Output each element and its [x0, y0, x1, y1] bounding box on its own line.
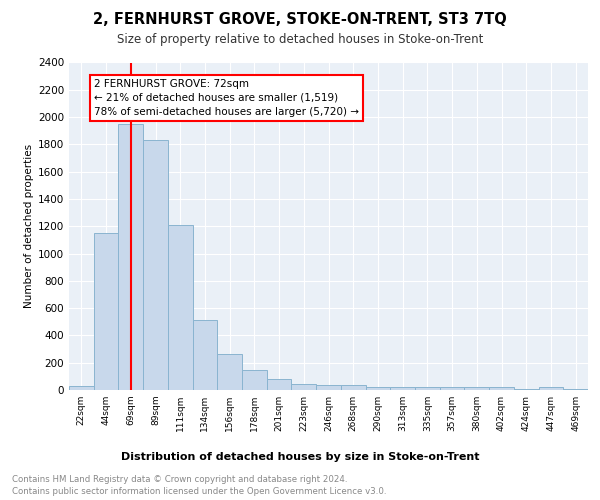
Bar [365, 388, 390, 390]
Text: Contains public sector information licensed under the Open Government Licence v3: Contains public sector information licen… [12, 488, 386, 496]
Text: Distribution of detached houses by size in Stoke-on-Trent: Distribution of detached houses by size … [121, 452, 479, 462]
Text: 2 FERNHURST GROVE: 72sqm
← 21% of detached houses are smaller (1,519)
78% of sem: 2 FERNHURST GROVE: 72sqm ← 21% of detach… [94, 79, 359, 117]
Bar [217, 354, 242, 390]
Bar [415, 388, 440, 390]
Bar [69, 386, 94, 390]
Bar [94, 233, 118, 390]
Bar [539, 388, 563, 390]
Bar [267, 379, 292, 390]
Bar [390, 388, 415, 390]
Bar [242, 370, 267, 390]
Bar [292, 384, 316, 390]
Bar [341, 385, 365, 390]
Bar [193, 320, 217, 390]
Text: Size of property relative to detached houses in Stoke-on-Trent: Size of property relative to detached ho… [117, 32, 483, 46]
Bar [464, 388, 489, 390]
Bar [489, 388, 514, 390]
Bar [316, 384, 341, 390]
Text: 2, FERNHURST GROVE, STOKE-ON-TRENT, ST3 7TQ: 2, FERNHURST GROVE, STOKE-ON-TRENT, ST3 … [93, 12, 507, 28]
Bar [440, 388, 464, 390]
Text: Contains HM Land Registry data © Crown copyright and database right 2024.: Contains HM Land Registry data © Crown c… [12, 475, 347, 484]
Bar [168, 225, 193, 390]
Y-axis label: Number of detached properties: Number of detached properties [24, 144, 34, 308]
Bar [118, 124, 143, 390]
Bar [143, 140, 168, 390]
